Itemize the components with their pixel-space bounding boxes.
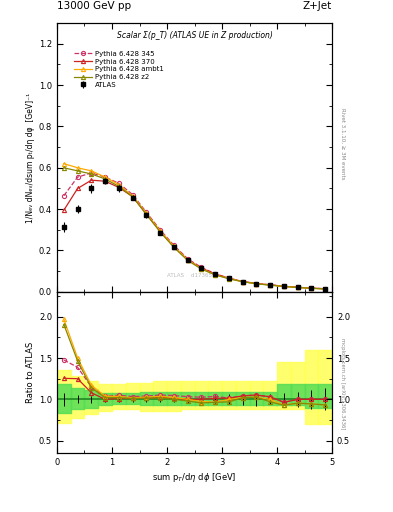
Line: Pythia 6.428 345: Pythia 6.428 345: [62, 171, 327, 291]
Pythia 6.428 z2: [158, 229, 163, 235]
Pythia 6.428 345: [116, 180, 121, 186]
Pythia 6.428 z2: [116, 183, 121, 189]
Pythia 6.428 z2: [89, 171, 94, 177]
Text: 13000 GeV pp: 13000 GeV pp: [57, 1, 131, 11]
Pythia 6.428 z2: [281, 283, 286, 289]
Pythia 6.428 370: [296, 284, 300, 290]
Pythia 6.428 345: [89, 170, 94, 176]
Text: Rivet 3.1.10, ≥ 3M events: Rivet 3.1.10, ≥ 3M events: [340, 108, 345, 179]
Pythia 6.428 370: [89, 177, 94, 183]
Pythia 6.428 370: [323, 286, 328, 292]
Pythia 6.428 370: [171, 244, 176, 250]
Pythia 6.428 ambt1: [199, 266, 204, 272]
Text: mcplots.cern.ch [arXiv:1306.3436]: mcplots.cern.ch [arXiv:1306.3436]: [340, 338, 345, 430]
Text: Scalar Σ(p_T) (ATLAS UE in Z production): Scalar Σ(p_T) (ATLAS UE in Z production): [117, 31, 272, 40]
Pythia 6.428 345: [254, 281, 259, 287]
Pythia 6.428 z2: [185, 258, 190, 264]
Pythia 6.428 z2: [171, 244, 176, 250]
Pythia 6.428 370: [75, 185, 80, 191]
Pythia 6.428 370: [254, 281, 259, 287]
Pythia 6.428 z2: [199, 266, 204, 272]
Pythia 6.428 ambt1: [116, 182, 121, 188]
Pythia 6.428 ambt1: [130, 193, 135, 199]
Pythia 6.428 370: [241, 279, 245, 285]
Text: ATLAS    d1736531: ATLAS d1736531: [167, 273, 219, 279]
Pythia 6.428 370: [130, 194, 135, 200]
Pythia 6.428 ambt1: [75, 165, 80, 171]
Y-axis label: 1/Nₑᵥ dNₑᵥ/dsum pₜ/dη dφ  [GeV]⁻¹: 1/Nₑᵥ dNₑᵥ/dsum pₜ/dη dφ [GeV]⁻¹: [26, 92, 35, 223]
Pythia 6.428 z2: [103, 176, 108, 182]
Pythia 6.428 z2: [309, 285, 314, 291]
Pythia 6.428 345: [227, 275, 231, 281]
Pythia 6.428 370: [268, 282, 273, 288]
Pythia 6.428 370: [158, 228, 163, 234]
Pythia 6.428 345: [144, 209, 149, 216]
Pythia 6.428 z2: [61, 165, 66, 171]
Pythia 6.428 ambt1: [61, 161, 66, 167]
Pythia 6.428 ambt1: [144, 210, 149, 217]
Pythia 6.428 345: [281, 283, 286, 289]
Pythia 6.428 345: [309, 285, 314, 291]
Pythia 6.428 ambt1: [268, 282, 273, 288]
Pythia 6.428 345: [323, 286, 328, 292]
Pythia 6.428 ambt1: [309, 285, 314, 291]
Pythia 6.428 370: [213, 271, 218, 277]
Pythia 6.428 370: [185, 257, 190, 263]
Line: Pythia 6.428 370: Pythia 6.428 370: [62, 178, 327, 291]
Pythia 6.428 370: [227, 275, 231, 281]
Pythia 6.428 z2: [323, 286, 328, 292]
Pythia 6.428 370: [309, 285, 314, 291]
Pythia 6.428 z2: [296, 285, 300, 291]
Pythia 6.428 345: [185, 255, 190, 262]
Y-axis label: Ratio to ATLAS: Ratio to ATLAS: [26, 342, 35, 403]
Pythia 6.428 z2: [144, 211, 149, 218]
Pythia 6.428 z2: [241, 279, 245, 285]
Pythia 6.428 370: [61, 207, 66, 213]
Pythia 6.428 ambt1: [241, 279, 245, 285]
Pythia 6.428 z2: [254, 281, 259, 287]
Pythia 6.428 ambt1: [185, 257, 190, 263]
Pythia 6.428 345: [213, 270, 218, 276]
Pythia 6.428 370: [144, 211, 149, 218]
Pythia 6.428 z2: [130, 194, 135, 200]
Legend: Pythia 6.428 345, Pythia 6.428 370, Pythia 6.428 ambt1, Pythia 6.428 z2, ATLAS: Pythia 6.428 345, Pythia 6.428 370, Pyth…: [72, 48, 167, 91]
Pythia 6.428 345: [130, 191, 135, 198]
Pythia 6.428 z2: [268, 282, 273, 288]
Pythia 6.428 345: [158, 227, 163, 233]
Line: Pythia 6.428 ambt1: Pythia 6.428 ambt1: [62, 162, 327, 291]
Pythia 6.428 370: [199, 265, 204, 271]
Pythia 6.428 345: [75, 174, 80, 180]
Pythia 6.428 370: [281, 283, 286, 289]
X-axis label: sum p$_T$/d$\eta$ d$\phi$ [GeV]: sum p$_T$/d$\eta$ d$\phi$ [GeV]: [152, 471, 237, 484]
Pythia 6.428 ambt1: [323, 286, 328, 292]
Pythia 6.428 370: [103, 178, 108, 184]
Pythia 6.428 ambt1: [89, 168, 94, 174]
Pythia 6.428 345: [296, 284, 300, 290]
Pythia 6.428 ambt1: [281, 283, 286, 289]
Pythia 6.428 345: [61, 193, 66, 199]
Pythia 6.428 ambt1: [103, 174, 108, 180]
Pythia 6.428 ambt1: [158, 228, 163, 234]
Pythia 6.428 ambt1: [254, 281, 259, 287]
Pythia 6.428 ambt1: [227, 275, 231, 282]
Pythia 6.428 345: [199, 264, 204, 270]
Pythia 6.428 345: [241, 279, 245, 285]
Pythia 6.428 345: [171, 242, 176, 248]
Text: Z+Jet: Z+Jet: [303, 1, 332, 11]
Line: Pythia 6.428 z2: Pythia 6.428 z2: [62, 166, 327, 291]
Pythia 6.428 ambt1: [171, 243, 176, 249]
Pythia 6.428 345: [268, 282, 273, 288]
Pythia 6.428 345: [103, 174, 108, 180]
Pythia 6.428 z2: [227, 276, 231, 282]
Pythia 6.428 370: [116, 184, 121, 190]
Pythia 6.428 z2: [213, 272, 218, 278]
Pythia 6.428 ambt1: [213, 272, 218, 278]
Pythia 6.428 ambt1: [296, 285, 300, 291]
Pythia 6.428 z2: [75, 168, 80, 174]
